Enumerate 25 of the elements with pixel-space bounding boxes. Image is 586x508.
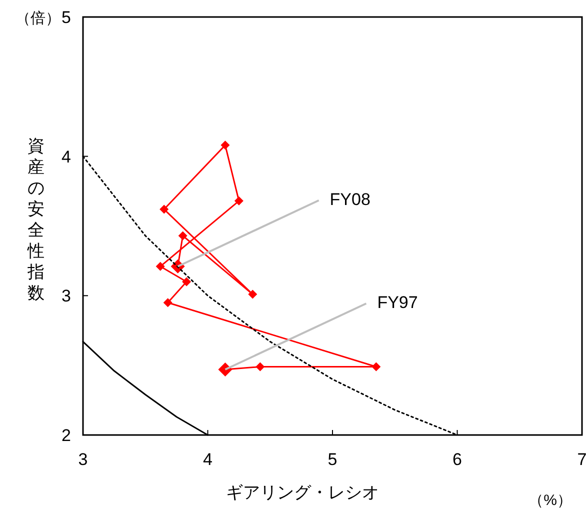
point [160, 204, 169, 214]
point [156, 262, 165, 271]
point [256, 362, 265, 372]
x-tick-label: 5 [328, 450, 338, 469]
y-axis-title: 資産の安全性指数 [26, 136, 44, 302]
point [234, 196, 244, 206]
x-tick-label: 4 [203, 450, 212, 469]
annotation: FY97 [377, 293, 418, 312]
text: （%） [528, 492, 572, 508]
point [178, 231, 188, 240]
y-tick-label: 5 [62, 8, 71, 27]
point [248, 290, 258, 299]
x-tick-label: 3 [78, 450, 88, 469]
y-tick-label: 3 [62, 286, 71, 306]
point [182, 277, 192, 286]
x-tick-label: 6 [452, 450, 462, 469]
text: （倍） [16, 10, 60, 27]
x-axis-title: ギアリング・レシオ [226, 483, 379, 502]
point [163, 298, 172, 308]
annotation: FY08 [330, 190, 370, 209]
y-tick-label: 4 [62, 147, 71, 166]
point [220, 140, 230, 150]
point [372, 362, 381, 372]
y-tick-label: 2 [62, 426, 71, 445]
x-tick-label: 7 [577, 450, 586, 469]
